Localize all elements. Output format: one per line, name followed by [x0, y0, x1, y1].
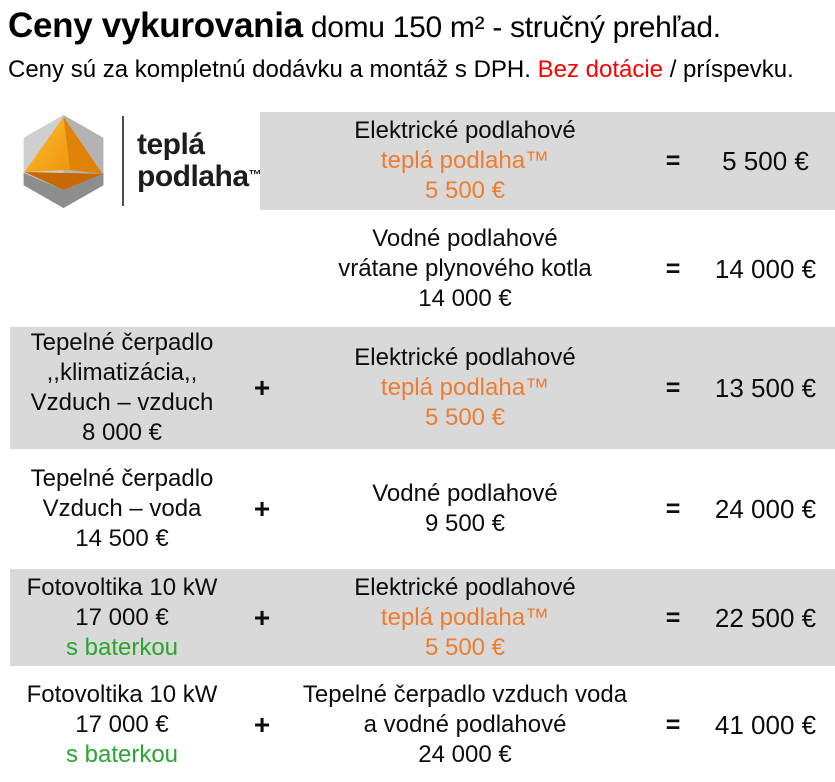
subtitle: Ceny sú za kompletnú dodávku a montáž s …	[8, 54, 830, 86]
page-title: Ceny vykurovania domu 150 m² - stručný p…	[8, 4, 830, 50]
equals-operator: =	[665, 255, 681, 283]
price-value: 41 000 €	[714, 710, 817, 740]
subtitle-text: Ceny sú za kompletnú dodávku a montáž s …	[8, 56, 531, 83]
equipment-cell: Vodné podlahové 9 500 €	[280, 479, 650, 539]
no-subsidy-highlight: Bez dotácie	[537, 56, 664, 83]
cell-line: teplá podlaha™	[380, 603, 550, 631]
plus-operator: +	[253, 601, 271, 633]
row-background	[10, 569, 835, 666]
cell-line: Tepelné čerpadlo	[30, 329, 214, 356]
brand-word-1: teplá	[137, 128, 205, 161]
table-row-1: teplá podlaha™ Elektrické podlahové tepl…	[0, 112, 835, 210]
price-value: 24 000 €	[714, 493, 817, 524]
cell-line: Elektrické podlahové	[354, 117, 576, 144]
brand-logo: teplá podlaha™	[0, 113, 261, 210]
cell-line: Fotovoltika 10 kW	[26, 573, 218, 601]
plus-operator: +	[253, 492, 271, 524]
pyramid-hexagon-icon	[23, 114, 104, 208]
cell-line: s baterkou	[65, 741, 179, 768]
title-rest: domu 150 m² - stručný prehľad.	[310, 11, 721, 44]
title-emphasis: Ceny vykurovania	[8, 6, 303, 45]
table-row-4: Tepelné čerpadlo Vzduch – voda 14 500 € …	[0, 452, 835, 565]
subtitle-tail: / príspevku.	[669, 56, 794, 83]
cell-line: ,,klimatizácia,,	[46, 359, 198, 386]
cell-line: 9 500 €	[424, 509, 506, 537]
equipment-cell: Elektrické podlahové teplá podlaha™ 5 50…	[280, 116, 650, 206]
equals-operator: =	[665, 711, 681, 739]
cell-line: s baterkou	[65, 633, 179, 661]
cell-line: Vodné podlahové	[372, 479, 558, 507]
equipment-cell: Tepelné čerpadlo Vzduch – voda 14 500 €	[0, 464, 244, 554]
cell-line: a vodné podlahové	[363, 711, 567, 738]
row-background	[10, 327, 835, 449]
equipment-cell: Fotovoltika 10 kW 17 000 € s baterkou	[0, 573, 244, 663]
cell-line: teplá podlaha™	[380, 374, 550, 401]
cell-line: Vodné podlahové	[372, 225, 558, 252]
table-row-5: Fotovoltika 10 kW 17 000 € s baterkou + …	[0, 569, 835, 666]
table-row-2: Vodné podlahové vrátane plynového kotla …	[0, 213, 835, 325]
equipment-cell: Elektrické podlahové teplá podlaha™ 5 50…	[280, 343, 650, 433]
equipment-cell: Tepelné čerpadlo vzduch voda a vodné pod…	[280, 680, 650, 770]
equipment-cell: Elektrické podlahové teplá podlaha™ 5 50…	[280, 573, 650, 663]
cell-line: 5 500 €	[424, 177, 506, 204]
row-background	[260, 112, 835, 210]
cell-line: vrátane plynového kotla	[338, 255, 592, 282]
equipment-cell: Vodné podlahové vrátane plynového kotla …	[280, 224, 650, 314]
cell-line: 17 000 €	[75, 711, 169, 738]
header: Ceny vykurovania domu 150 m² - stručný p…	[8, 4, 830, 86]
equals-operator: =	[665, 147, 681, 175]
price-value: 5 500 €	[722, 146, 809, 176]
price-value: 22 500 €	[714, 602, 817, 633]
cell-line: 5 500 €	[424, 633, 506, 661]
cell-line: 8 000 €	[81, 419, 163, 446]
plus-operator: +	[253, 709, 271, 740]
brand-name: teplá podlaha™	[137, 129, 261, 193]
brand-word-2: podlaha™	[137, 160, 262, 193]
cell-line: Elektrické podlahové	[354, 344, 576, 371]
cell-line: 14 500 €	[75, 524, 169, 552]
cell-line: Vzduch – voda	[42, 494, 202, 522]
equipment-cell: Fotovoltika 10 kW 17 000 € s baterkou	[0, 680, 244, 770]
cell-line: Tepelné čerpadlo vzduch voda	[302, 681, 628, 708]
cell-line: Elektrické podlahové	[354, 573, 576, 601]
price-value: 13 500 €	[714, 373, 817, 403]
cell-line: teplá podlaha™	[380, 147, 550, 174]
logo-divider	[122, 116, 124, 206]
price-value: 14 000 €	[714, 254, 817, 284]
cell-line: Tepelné čerpadlo	[30, 464, 214, 492]
cell-line: 17 000 €	[75, 603, 169, 631]
trademark-symbol: ™	[248, 167, 262, 182]
cell-line: 24 000 €	[418, 741, 512, 768]
table-row-3: Tepelné čerpadlo ,,klimatizácia,, Vzduch…	[0, 327, 835, 449]
equals-operator: =	[665, 603, 681, 632]
table-row-6: Fotovoltika 10 kW 17 000 € s baterkou + …	[0, 668, 835, 782]
cell-line: 5 500 €	[424, 404, 506, 431]
cell-line: 14 000 €	[418, 285, 512, 312]
cell-line: Vzduch – vzduch	[30, 389, 214, 416]
equipment-cell: Tepelné čerpadlo ,,klimatizácia,, Vzduch…	[0, 328, 244, 448]
cell-line: Fotovoltika 10 kW	[26, 681, 218, 708]
equals-operator: =	[665, 494, 681, 523]
equals-operator: =	[665, 374, 681, 402]
plus-operator: +	[253, 372, 271, 403]
